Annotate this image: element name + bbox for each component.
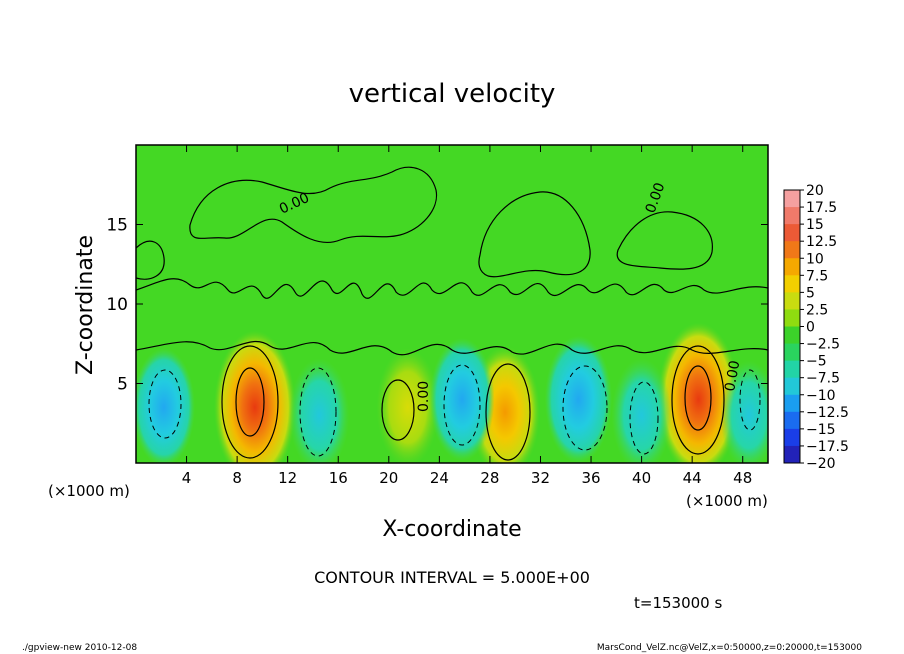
footer-left: ./gpview-new 2010-12-08 [22, 643, 137, 653]
contour-label: 0.00 [722, 359, 743, 392]
x-tick-label: 4 [182, 469, 192, 487]
contour-interval: CONTOUR INTERVAL = 5.000E+00 [314, 568, 590, 587]
field-cells [136, 322, 768, 463]
x-tick-label: 12 [278, 469, 297, 487]
contour-label: 0.00 [416, 381, 432, 412]
field-cell [289, 358, 350, 463]
field-cell [136, 348, 195, 463]
x-tick-label: 8 [232, 469, 242, 487]
plot-area [136, 145, 768, 463]
colorbar-swatch [784, 394, 800, 413]
colorbar-label: 10 [806, 251, 824, 267]
field-cell [657, 322, 740, 463]
colorbar-swatch [784, 190, 800, 208]
x-tick-label: 28 [480, 469, 499, 487]
colorbar-label: −20 [806, 456, 836, 472]
field-cell [376, 348, 439, 463]
field-cell [611, 358, 672, 463]
footer-right: MarsCond_VelZ.nc@VelZ,x=0:50000,z=0:2000… [597, 643, 862, 653]
colorbar-label: 2.5 [806, 302, 828, 318]
colorbar-label: −2.5 [806, 337, 840, 353]
chart-title: vertical velocity [349, 79, 556, 109]
colorbar-label: −5 [806, 354, 827, 370]
x-axis: 4 8 12 16 20 24 28 32 36 40 44 48 [182, 145, 752, 487]
colorbar-label: −10 [806, 388, 836, 404]
colorbar-swatch [784, 360, 800, 379]
x-tick-label: 20 [379, 469, 398, 487]
x-unit-right: (×1000 m) [686, 492, 768, 510]
field-cell [429, 338, 495, 461]
colorbar-swatch [784, 428, 800, 447]
field-cell [720, 360, 768, 463]
x-tick-label: 24 [430, 469, 449, 487]
x-axis-label: X-coordinate [382, 517, 521, 542]
x-tick-label: 32 [531, 469, 550, 487]
colorbar-swatch [784, 207, 800, 225]
colorbar-swatch [784, 326, 800, 345]
colorbar-label: 15 [806, 217, 824, 233]
colorbar-label: 17.5 [806, 200, 837, 216]
colorbar-swatch [784, 241, 800, 259]
colorbar-label: −7.5 [806, 371, 840, 387]
colorbar-label: 5 [806, 285, 815, 301]
colorbar-label: −12.5 [806, 405, 849, 421]
colorbar-swatch [784, 445, 800, 464]
x-tick-label: 40 [632, 469, 651, 487]
negative-contours [148, 364, 761, 457]
colorbar-swatch [784, 292, 800, 310]
colorbar-swatch [784, 343, 800, 362]
time-label: t=153000 s [634, 594, 722, 612]
x-tick-label: 16 [329, 469, 348, 487]
x-tick-label: 44 [683, 469, 702, 487]
y-tick-label: 15 [106, 216, 128, 236]
field-cell [214, 330, 296, 463]
colorbar-label: 0 [806, 320, 815, 336]
y-axis: 5 10 15 [106, 216, 768, 395]
y-tick-label: 5 [117, 375, 128, 395]
colorbar-swatch [784, 224, 800, 242]
field-cell [544, 335, 613, 463]
colorbar-label: −15 [806, 422, 836, 438]
colorbar-swatch [784, 309, 800, 327]
colorbar-label: 7.5 [806, 268, 828, 284]
colorbar-swatch [784, 258, 800, 276]
y-tick-label: 10 [106, 295, 128, 315]
colorbar-label: −17.5 [806, 439, 849, 455]
x-tick-label: 48 [733, 469, 752, 487]
x-tick-label: 36 [581, 469, 600, 487]
colorbar-label: 20 [806, 183, 824, 199]
colorbar-label: 12.5 [806, 234, 837, 250]
colorbar-swatch [784, 411, 800, 430]
contour-lines [136, 166, 768, 461]
colorbar-swatch [784, 275, 800, 293]
colorbar-swatch [784, 377, 800, 396]
y-axis-label: Z-coordinate [73, 235, 98, 375]
x-unit-left: (×1000 m) [48, 482, 130, 500]
